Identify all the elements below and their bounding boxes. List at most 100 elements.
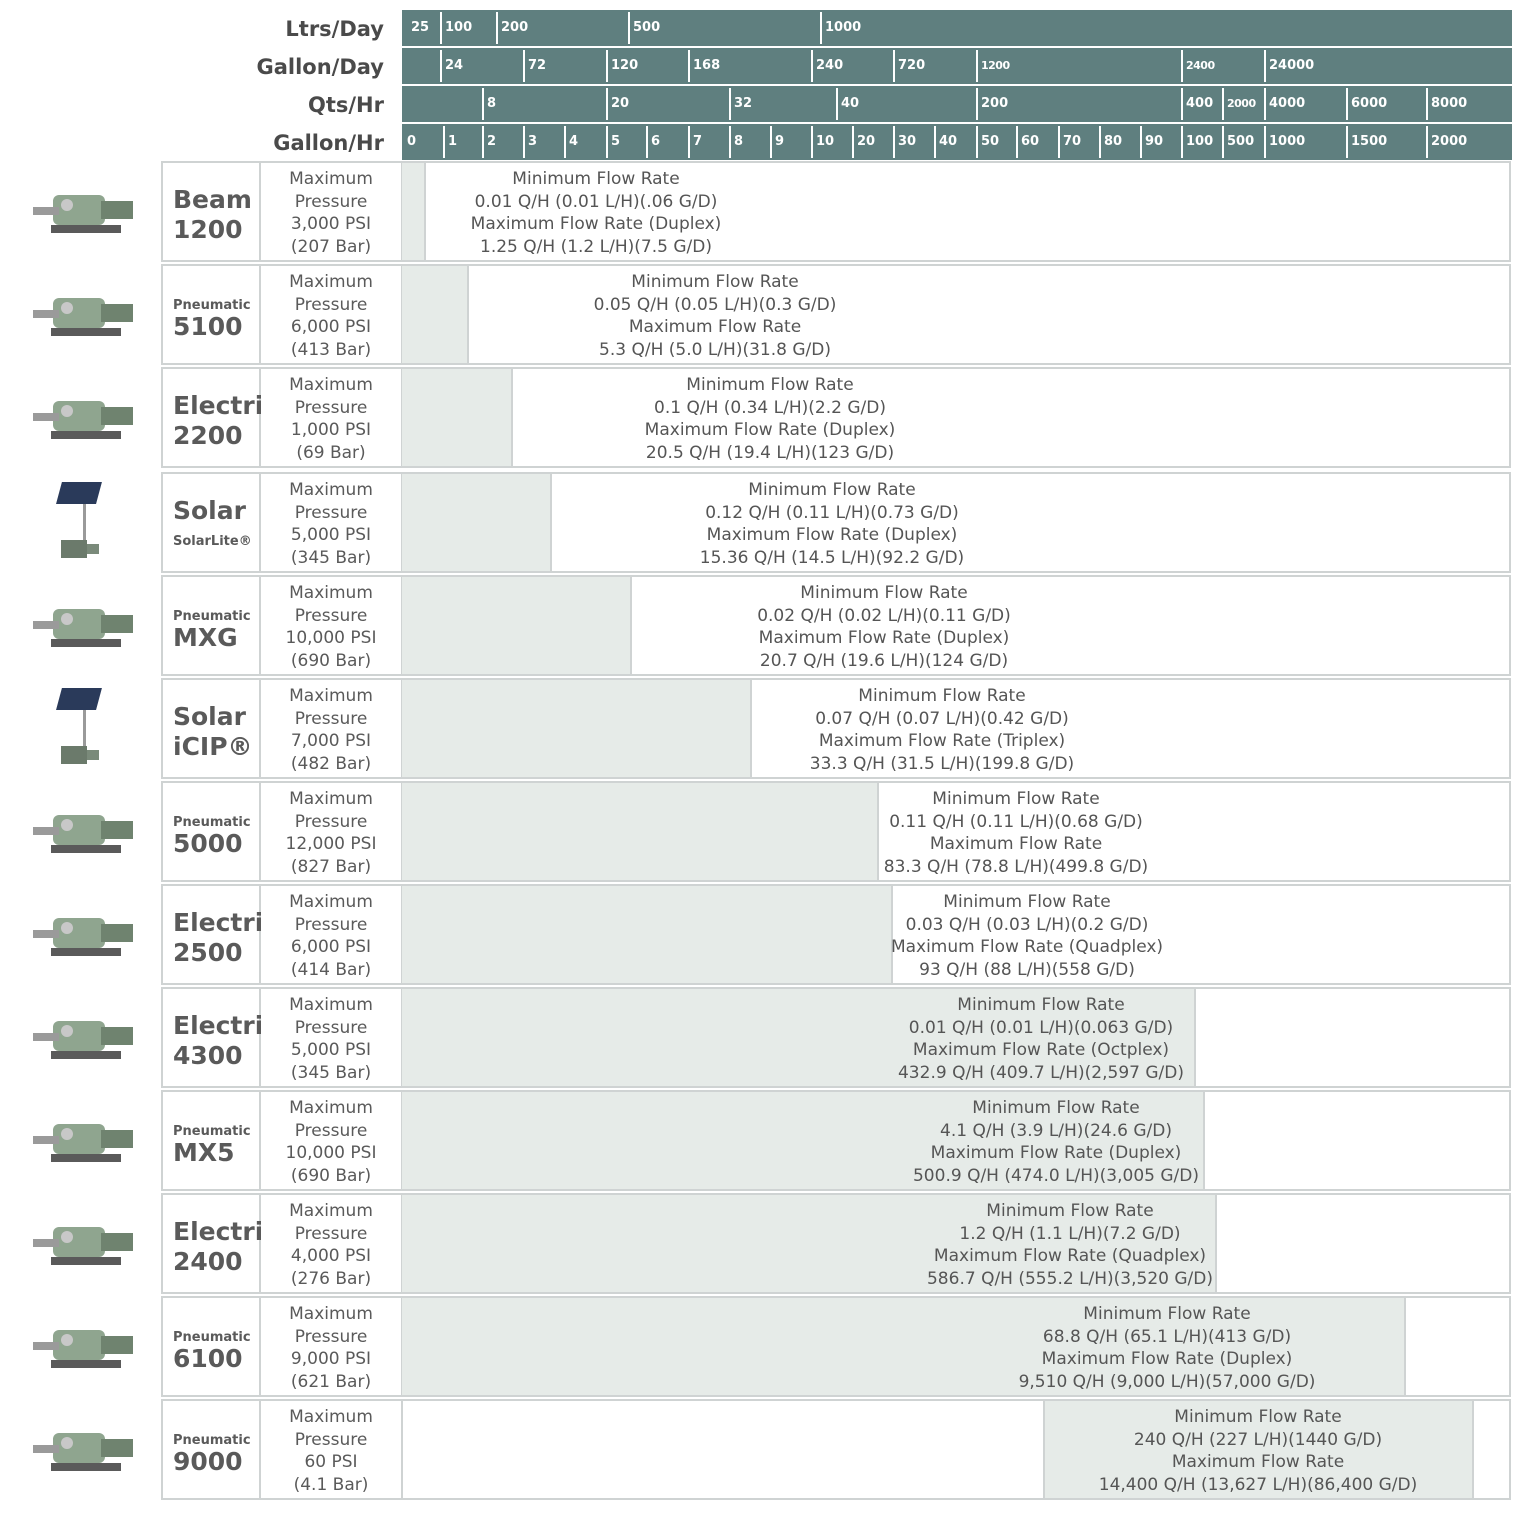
flow-rate-line: 500.9 Q/H (474.0 L/H)(3,005 G/D) (912, 1165, 1200, 1186)
pump-row: Pneumatic 5100 Maximum Pressure 6,000 PSI (41… (33, 264, 1511, 365)
pump-photo (33, 1124, 133, 1162)
pump-type: Electric (173, 1217, 279, 1246)
flow-rate-line: Maximum Flow Rate (Quadplex) (890, 937, 1164, 958)
flow-rate-line: 0.02 Q/H (0.02 L/H)(0.11 G/D) (757, 605, 1011, 626)
max-pressure-line: Maximum (289, 789, 373, 809)
scale-tick: 8 (482, 88, 496, 120)
pump-name-cell: Solar iCIP® (161, 678, 261, 779)
pump-name-cell: Pneumatic 5000 (161, 781, 261, 882)
max-pressure-cell: Maximum Pressure 4,000 PSI (276 Bar) (261, 1193, 403, 1294)
pump-type: Electric (173, 391, 279, 420)
flow-rate-line: Maximum Flow Rate (1171, 1452, 1345, 1473)
max-pressure-line: (345 Bar) (290, 1062, 372, 1083)
flow-rate-line: Maximum Flow Rate (Octplex) (912, 1040, 1170, 1061)
flow-rate-line: 14,400 Q/H (13,627 L/H)(86,400 G/D) (1098, 1474, 1418, 1495)
scale-tick: 40 (934, 126, 957, 158)
max-pressure-line: 60 PSI (304, 1452, 358, 1472)
flow-rate-text: Minimum Flow Rate 0.05 Q/H (0.05 L/H)(0.3… (594, 271, 837, 361)
scale-tick: 3 (523, 126, 537, 158)
pump-name-cell: Pneumatic 6100 (161, 1296, 261, 1397)
flow-range-cell: Minimum Flow Rate 0.05 Q/H (0.05 L/H)(0.3… (402, 264, 1511, 365)
max-pressure-line: (69 Bar) (296, 442, 366, 463)
flow-range-cell: Minimum Flow Rate 0.03 Q/H (0.03 L/H)(0.2… (402, 884, 1511, 985)
scale-tick: 100 (440, 12, 472, 44)
flow-rate-line: Minimum Flow Rate (986, 1201, 1154, 1221)
max-pressure-line: (4.1 Bar) (293, 1474, 369, 1495)
flow-rate-line: 93 Q/H (88 L/H)(558 G/D) (919, 959, 1135, 980)
flow-range-bar (402, 369, 513, 466)
flow-range-bar (402, 989, 1196, 1086)
scale-tick: 2000 (1426, 126, 1467, 158)
max-pressure-line: Pressure (294, 811, 368, 832)
max-pressure-line: Pressure (294, 708, 368, 729)
flow-rate-line: Maximum Flow Rate (Duplex) (470, 214, 722, 235)
scale-tick: 20 (852, 126, 875, 158)
scale-tick: 400 (1181, 88, 1213, 120)
pump-row: Pneumatic MXG Maximum Pressure 10,000 PSI (69… (33, 575, 1511, 676)
max-pressure-line: (482 Bar) (290, 753, 372, 774)
scale-tick: 8000 (1426, 88, 1467, 120)
flow-rate-line: Minimum Flow Rate (932, 789, 1100, 809)
pump-type: Pneumatic (173, 298, 251, 313)
scale-tick: 20 (606, 88, 629, 120)
max-pressure-line: 6,000 PSI (290, 937, 372, 957)
scale-tick: 32 (729, 88, 752, 120)
max-pressure-line: Maximum (289, 892, 373, 912)
max-pressure-line: Pressure (294, 1326, 368, 1347)
max-pressure-line: Maximum (289, 995, 373, 1015)
max-pressure-line: (413 Bar) (290, 339, 372, 360)
scale-tick: 6 (646, 126, 660, 158)
flow-rate-line: 0.03 Q/H (0.03 L/H)(0.2 G/D) (905, 914, 1149, 935)
scale-band: 24 72 120 168 240 720 1200 2400 24000 (402, 48, 1512, 84)
flow-rate-line: 9,510 Q/H (9,000 L/H)(57,000 G/D) (1018, 1371, 1316, 1392)
scale-tick: 5 (606, 126, 620, 158)
flow-range-bar (402, 577, 632, 674)
pump-type: Beam (173, 185, 252, 214)
pump-photo (33, 609, 133, 647)
max-pressure-line: Maximum (289, 583, 373, 603)
pump-model: 2200 (173, 421, 243, 450)
pump-name-cell: Solar SolarLite® (161, 472, 261, 573)
flow-range-cell: Minimum Flow Rate 0.12 Q/H (0.11 L/H)(0.7… (402, 472, 1511, 573)
flow-rate-line: 83.3 Q/H (78.8 L/H)(499.8 G/D) (883, 856, 1149, 877)
scale-tick: 24 (440, 50, 463, 82)
max-pressure-line: 10,000 PSI (285, 1143, 377, 1163)
pump-type: Pneumatic (173, 1433, 251, 1448)
scale-tick: 80 (1099, 126, 1122, 158)
flow-rate-line: Maximum Flow Rate (Duplex) (1041, 1349, 1293, 1370)
max-pressure-line: (414 Bar) (290, 959, 372, 980)
max-pressure-line: 9,000 PSI (290, 1349, 372, 1369)
flow-range-cell: Minimum Flow Rate 0.07 Q/H (0.07 L/H)(0.4… (402, 678, 1511, 779)
pump-model: 2500 (173, 938, 243, 967)
scale-tick: 90 (1140, 126, 1163, 158)
pump-photo (33, 298, 133, 336)
flow-rate-text: Minimum Flow Rate 68.8 Q/H (65.1 L/H)(413… (1019, 1303, 1316, 1393)
scale-band: 8 20 32 40 200 400 2000 4000 6000 8000 (402, 86, 1512, 122)
pump-row: Electric 2500 Maximum Pressure 6,000 PSI (414… (33, 884, 1511, 985)
scale-tick: 1500 (1346, 126, 1387, 158)
max-pressure-cell: Maximum Pressure 5,000 PSI (345 Bar) (261, 987, 403, 1088)
pump-model: 9000 (173, 1447, 243, 1476)
flow-rate-line: Minimum Flow Rate (748, 480, 916, 500)
max-pressure-line: (827 Bar) (290, 856, 372, 877)
flow-rate-line: Minimum Flow Rate (858, 686, 1026, 706)
flow-rate-line: Maximum Flow Rate (Duplex) (758, 628, 1010, 649)
pump-photo (33, 401, 133, 439)
max-pressure-line: (207 Bar) (290, 236, 372, 257)
flow-range-cell: Minimum Flow Rate 0.01 Q/H (0.01 L/H)(0.0… (402, 987, 1511, 1088)
flow-rate-line: 0.01 Q/H (0.01 L/H)(.06 G/D) (474, 191, 718, 212)
flow-range-bar (402, 783, 879, 880)
flow-rate-line: 15.36 Q/H (14.5 L/H)(92.2 G/D) (699, 547, 965, 568)
flow-rate-line: 5.3 Q/H (5.0 L/H)(31.8 G/D) (599, 339, 831, 360)
flow-rate-line: Minimum Flow Rate (1083, 1304, 1251, 1324)
max-pressure-cell: Maximum Pressure 6,000 PSI (414 Bar) (261, 884, 403, 985)
pump-photo (56, 688, 102, 764)
max-pressure-line: Pressure (294, 1120, 368, 1141)
flow-rate-line: 586.7 Q/H (555.2 L/H)(3,520 G/D) (926, 1268, 1214, 1289)
scale-tick: 1200 (976, 50, 1010, 82)
max-pressure-line: Maximum (289, 375, 373, 395)
pump-row: Beam 1200 Maximum Pressure 3,000 PSI (207 Bar… (33, 161, 1511, 262)
flow-rate-line: Maximum Flow Rate (Triplex) (818, 731, 1066, 752)
pump-name-cell: Pneumatic MX5 (161, 1090, 261, 1191)
pump-model: 2400 (173, 1247, 243, 1276)
